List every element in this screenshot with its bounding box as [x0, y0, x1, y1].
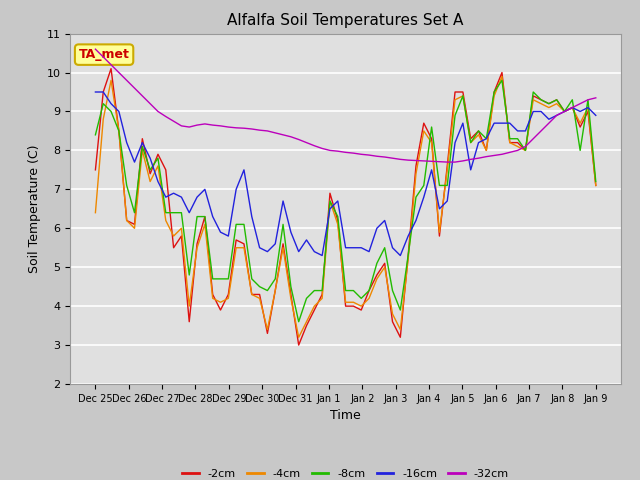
Text: TA_met: TA_met [79, 48, 129, 61]
Legend: -2cm, -4cm, -8cm, -16cm, -32cm: -2cm, -4cm, -8cm, -16cm, -32cm [178, 465, 513, 480]
X-axis label: Time: Time [330, 409, 361, 422]
Title: Alfalfa Soil Temperatures Set A: Alfalfa Soil Temperatures Set A [227, 13, 464, 28]
Y-axis label: Soil Temperature (C): Soil Temperature (C) [28, 144, 41, 273]
